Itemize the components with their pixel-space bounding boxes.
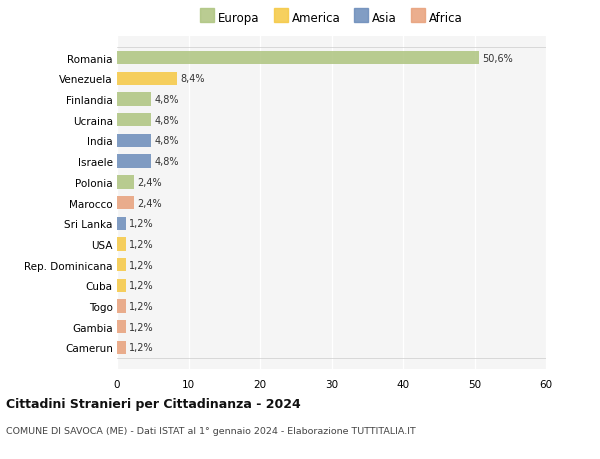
Text: 2,4%: 2,4% (138, 198, 163, 208)
Text: 4,8%: 4,8% (155, 157, 179, 167)
Text: 1,2%: 1,2% (129, 343, 154, 353)
Bar (117, 114, 151, 127)
Bar (117, 258, 125, 272)
Legend: Europa, America, Asia, Africa: Europa, America, Asia, Africa (198, 9, 465, 27)
Text: 4,8%: 4,8% (155, 116, 179, 125)
Text: 1,2%: 1,2% (129, 260, 154, 270)
Bar (117, 320, 125, 334)
Bar (117, 52, 479, 65)
Bar (117, 134, 151, 148)
Text: 1,2%: 1,2% (129, 281, 154, 291)
Text: 1,2%: 1,2% (129, 322, 154, 332)
Text: COMUNE DI SAVOCA (ME) - Dati ISTAT al 1° gennaio 2024 - Elaborazione TUTTITALIA.: COMUNE DI SAVOCA (ME) - Dati ISTAT al 1°… (6, 426, 416, 435)
Text: 50,6%: 50,6% (482, 54, 513, 63)
Text: 1,2%: 1,2% (129, 240, 154, 249)
Bar (117, 73, 177, 86)
Text: 4,8%: 4,8% (155, 136, 179, 146)
Bar (117, 341, 125, 354)
Text: 8,4%: 8,4% (181, 74, 205, 84)
Text: 1,2%: 1,2% (129, 219, 154, 229)
Bar (117, 155, 151, 168)
Bar (117, 300, 125, 313)
Bar (117, 217, 125, 230)
Bar (117, 93, 151, 106)
Text: 1,2%: 1,2% (129, 302, 154, 311)
Bar (117, 279, 125, 292)
Text: 4,8%: 4,8% (155, 95, 179, 105)
Bar (117, 176, 134, 189)
Bar (117, 196, 134, 210)
Bar (117, 238, 125, 251)
Text: Cittadini Stranieri per Cittadinanza - 2024: Cittadini Stranieri per Cittadinanza - 2… (6, 397, 301, 410)
Text: 2,4%: 2,4% (138, 178, 163, 187)
